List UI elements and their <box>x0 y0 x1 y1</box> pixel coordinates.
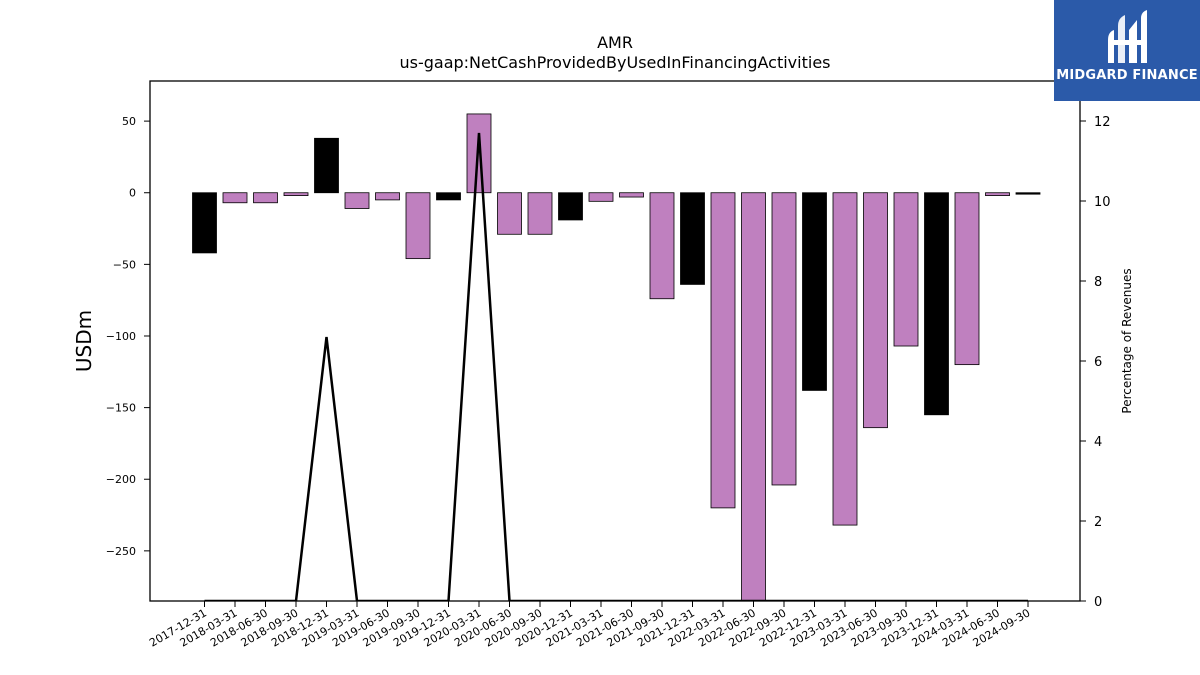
bar-2021-09-30 <box>649 192 675 300</box>
y-tick-label: −50 <box>113 258 136 271</box>
bar-2021-03-31 <box>588 192 614 202</box>
line-layer <box>204 132 1028 601</box>
y2-tick-label: 12 <box>1094 115 1111 130</box>
y2-tick-label: 0 <box>1094 595 1102 610</box>
bar-2024-03-31 <box>954 192 980 366</box>
bar-2024-06-30 <box>985 192 1010 197</box>
bar-2022-09-30 <box>771 192 797 486</box>
bar-2022-06-30 <box>741 192 766 601</box>
brand-name: MIDGARD FINANCE <box>1056 68 1198 83</box>
bar-2020-09-30 <box>527 192 553 235</box>
chart-subtitle: us-gaap:NetCashProvidedByUsedInFinancing… <box>399 53 830 72</box>
bar-2018-12-31 <box>314 137 339 194</box>
bar-2021-12-31 <box>680 192 705 285</box>
bar-2018-09-30 <box>283 192 309 197</box>
bar-2019-12-31 <box>436 192 461 201</box>
bar-2022-12-31 <box>802 192 827 391</box>
y2-tick-label: 10 <box>1094 195 1111 210</box>
y-tick-label: −250 <box>106 545 136 558</box>
y-tick-label: −100 <box>106 330 136 343</box>
y-tick-label: 0 <box>129 187 136 200</box>
bar-2019-09-30 <box>405 192 431 260</box>
bar-2023-12-31 <box>924 192 949 416</box>
bar-2019-06-30 <box>375 192 400 201</box>
y2-axis-label: Percentage of Revenues <box>1120 268 1134 413</box>
bar-2021-06-30 <box>619 192 644 198</box>
bar-2018-03-31 <box>222 192 248 204</box>
bar-2023-03-31 <box>832 192 858 526</box>
midgard-logo-icon <box>1108 10 1147 63</box>
y2-tick-label: 8 <box>1094 275 1102 290</box>
y-tick-label: 50 <box>122 115 136 128</box>
bar-2023-09-30 <box>893 192 919 347</box>
bar-2020-03-31 <box>466 113 492 194</box>
y2-tick-label: 6 <box>1094 355 1102 370</box>
bar-2022-03-31 <box>710 192 736 509</box>
bar-2018-06-30 <box>253 192 278 204</box>
y-tick-label: −150 <box>106 402 136 415</box>
bars-layer <box>192 113 1041 601</box>
bar-2017-12-31 <box>192 192 217 254</box>
y2-tick-label: 4 <box>1094 435 1102 450</box>
bar-2024-09-30 <box>1015 192 1041 195</box>
bar-2020-12-31 <box>558 192 583 221</box>
y-axis-label: USDm <box>72 310 96 372</box>
bar-2019-03-31 <box>344 192 370 209</box>
plot-frame <box>149 80 1081 602</box>
bar-2020-06-30 <box>497 192 522 235</box>
chart-title: AMR <box>597 33 633 52</box>
y2-tick-label: 2 <box>1094 515 1102 530</box>
brand-logo: MIDGARD FINANCE <box>1054 0 1200 101</box>
percentage-line <box>204 132 1028 601</box>
bar-2023-06-30 <box>863 192 888 429</box>
y-tick-label: −200 <box>106 473 136 486</box>
axes-layer: 500−50−100−150−200−2500246810122017-12-3… <box>106 80 1111 650</box>
